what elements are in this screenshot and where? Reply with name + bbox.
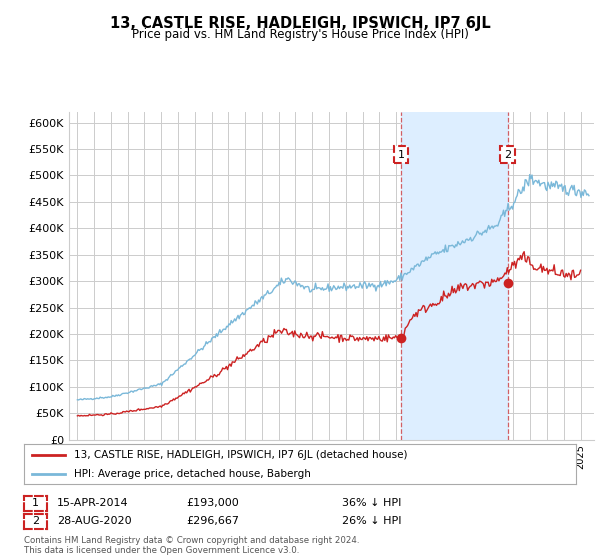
Text: 28-AUG-2020: 28-AUG-2020 (57, 516, 131, 526)
Text: Contains HM Land Registry data © Crown copyright and database right 2024.
This d: Contains HM Land Registry data © Crown c… (24, 536, 359, 556)
Text: 2: 2 (32, 516, 39, 526)
Text: £296,667: £296,667 (186, 516, 239, 526)
Text: 1: 1 (397, 150, 404, 160)
Bar (401, 112, 508, 440)
Text: 1: 1 (32, 498, 39, 508)
Text: £193,000: £193,000 (186, 498, 239, 508)
Text: 36% ↓ HPI: 36% ↓ HPI (342, 498, 401, 508)
Text: HPI: Average price, detached house, Babergh: HPI: Average price, detached house, Babe… (74, 469, 311, 478)
Text: 13, CASTLE RISE, HADLEIGH, IPSWICH, IP7 6JL (detached house): 13, CASTLE RISE, HADLEIGH, IPSWICH, IP7 … (74, 450, 407, 460)
Text: 15-APR-2014: 15-APR-2014 (57, 498, 128, 508)
Text: 26% ↓ HPI: 26% ↓ HPI (342, 516, 401, 526)
Text: 13, CASTLE RISE, HADLEIGH, IPSWICH, IP7 6JL: 13, CASTLE RISE, HADLEIGH, IPSWICH, IP7 … (110, 16, 490, 31)
Text: Price paid vs. HM Land Registry's House Price Index (HPI): Price paid vs. HM Land Registry's House … (131, 28, 469, 41)
Text: 2: 2 (504, 150, 511, 160)
